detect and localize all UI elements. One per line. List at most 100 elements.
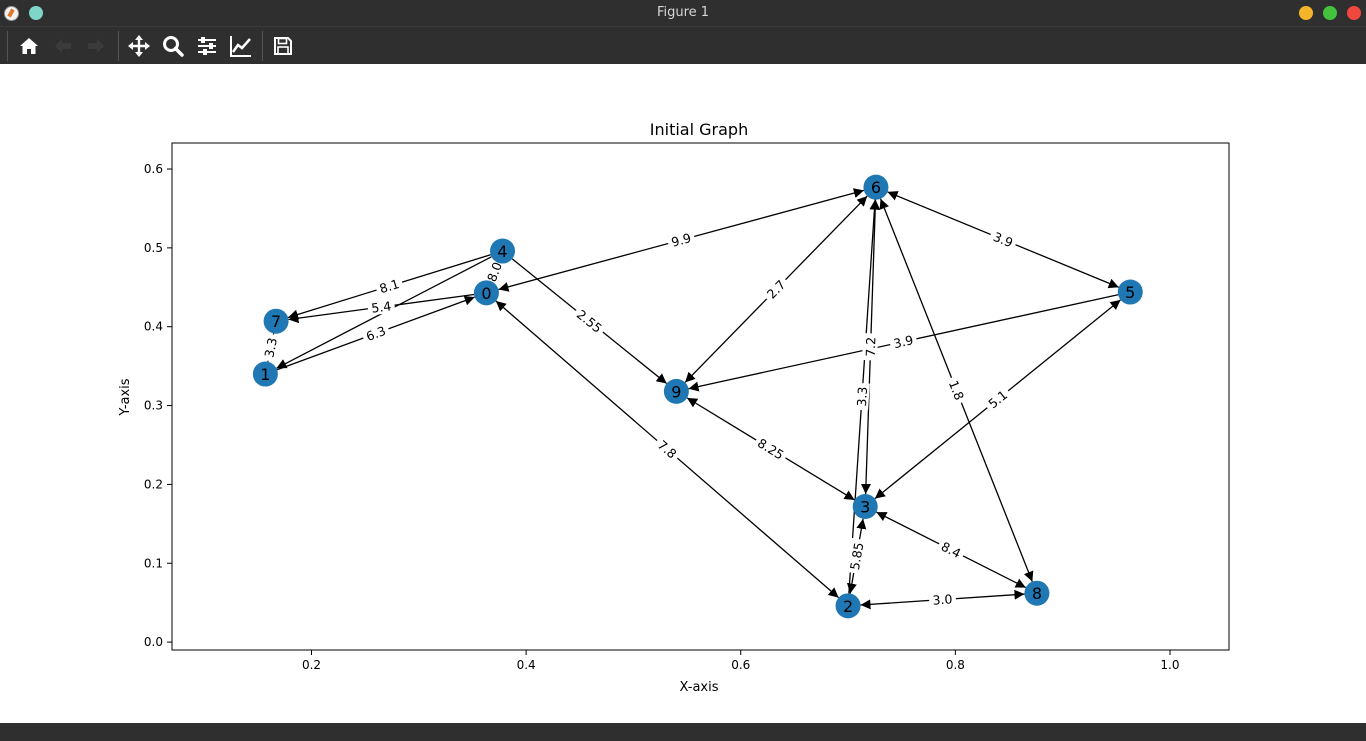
title-bar: Figure 1 [0,0,1366,26]
y-axis: 0.0 0.1 0.2 0.3 0.4 0.5 0.6 [144,162,172,649]
node-label: 4 [497,242,507,261]
node-label: 6 [871,178,881,197]
node-7 [263,308,289,334]
toolbar-separator [118,31,119,61]
y-tick-label: 0.0 [144,635,163,649]
node-5 [1117,279,1143,305]
edge-label-background [752,433,790,464]
x-tick-label: 0.8 [946,658,965,672]
edge-label-group: 3.9 [988,227,1019,252]
home-icon [20,38,38,54]
y-tick-label: 0.6 [144,162,163,176]
toolbar-separator [262,31,263,61]
floppy-disk-icon [274,37,292,55]
x-tick-label: 0.6 [731,658,750,672]
node-6 [863,174,889,200]
edge-label-background [374,274,405,297]
edge-label-background [988,227,1019,252]
edge-label-background [935,536,967,563]
arrow-right-icon [88,39,104,53]
x-tick-label: 0.2 [302,658,321,672]
y-tick-label: 0.4 [144,320,163,334]
node-label: 8 [1032,584,1042,603]
save-button[interactable] [269,32,297,60]
edge-label-group: 3.0 [928,590,957,608]
edge-label-background [666,228,696,251]
close-button[interactable] [1347,6,1361,20]
edge-label-background [260,332,281,363]
node-3 [852,493,878,519]
node-label: 0 [481,284,491,303]
plot-area[interactable] [171,142,1230,651]
arrow-left-icon [55,39,71,53]
edge-label-background [862,333,879,361]
toolbar-separator [7,31,8,61]
node-label: 2 [843,597,853,616]
node-label: 3 [860,497,870,516]
node-2 [835,593,861,619]
node-1 [252,361,278,387]
x-tick-label: 0.4 [517,658,536,672]
y-tick-label: 0.2 [144,477,163,491]
node-label: 1 [260,365,270,384]
forward-button[interactable] [82,32,110,60]
move-icon [128,35,150,57]
status-bar [0,723,1366,741]
node-label: 5 [1125,283,1135,302]
edge-label-group: 8.1 [374,274,405,297]
configure-subplots-button[interactable] [193,32,221,60]
node-layer: 0 1 2 3 4 5 6 7 8 9 [252,174,1143,619]
edit-axis-button[interactable] [227,32,255,60]
edge-label: 7.2 [863,337,879,357]
edge-label: 3.3 [261,336,280,358]
app-icon [4,6,19,21]
edge-label-background [888,331,918,352]
edge-label-group: 9.9 [666,228,696,251]
pan-button[interactable] [125,32,153,60]
chart-title: Initial Graph [650,120,748,139]
maximize-button[interactable] [1323,6,1337,20]
zoom-button[interactable] [159,32,187,60]
edge-label-background [366,297,396,316]
edge-label-group: 6.3 [360,321,391,345]
minimize-button[interactable] [1299,6,1313,20]
y-axis-label: Y-axis [118,378,133,416]
x-tick-label: 1.0 [1160,658,1179,672]
edge-label: 6.3 [364,323,388,344]
edge-label: 5.4 [370,298,392,316]
pin-icon[interactable] [29,6,43,20]
window-title: Figure 1 [656,5,710,20]
edge-label: 3.0 [932,591,953,607]
y-tick-label: 0.5 [144,241,163,255]
line-chart-icon [230,36,251,57]
edge-label-group: 3.9 [888,331,918,352]
graph-chart[interactable]: Initial Graph 0.2 0.4 0.6 0.8 1.0 0.00.10.20… [0,64,1366,723]
edge-label-background [928,590,957,608]
edge-label-layer: 8.15.46.33.38.09.92.552.73.97.8 8.253.97.… [260,227,1019,608]
node-0 [473,280,499,306]
edge-label: 9.9 [670,230,693,250]
x-axis-label: X-axis [680,680,719,695]
edge-label-background [571,304,608,338]
edge-label-background [652,434,683,464]
sliders-icon [198,37,216,55]
y-tick-label: 0.3 [144,399,163,413]
edge-label-group: 7.2 [862,333,879,361]
edge-label-background [482,256,506,287]
edge-label-background [853,382,870,411]
home-button[interactable] [15,32,43,60]
edge-label-background [982,384,1013,414]
edge-label: 1.8 [946,378,967,402]
edge-label-group: 5.4 [366,297,396,316]
edge-label-group: 3.3 [853,382,870,411]
edge-label: 8.1 [378,276,401,296]
edge-label-background [360,321,391,345]
node-4 [490,238,516,264]
back-button[interactable] [49,32,77,60]
y-tick-label: 0.1 [144,556,163,570]
edge-label-group: 3.3 [260,332,281,363]
node-8 [1024,580,1050,606]
node-9 [663,378,689,404]
edge-label: 8.0 [484,260,505,284]
x-axis: 0.2 0.4 0.6 0.8 1.0 [302,650,1180,672]
